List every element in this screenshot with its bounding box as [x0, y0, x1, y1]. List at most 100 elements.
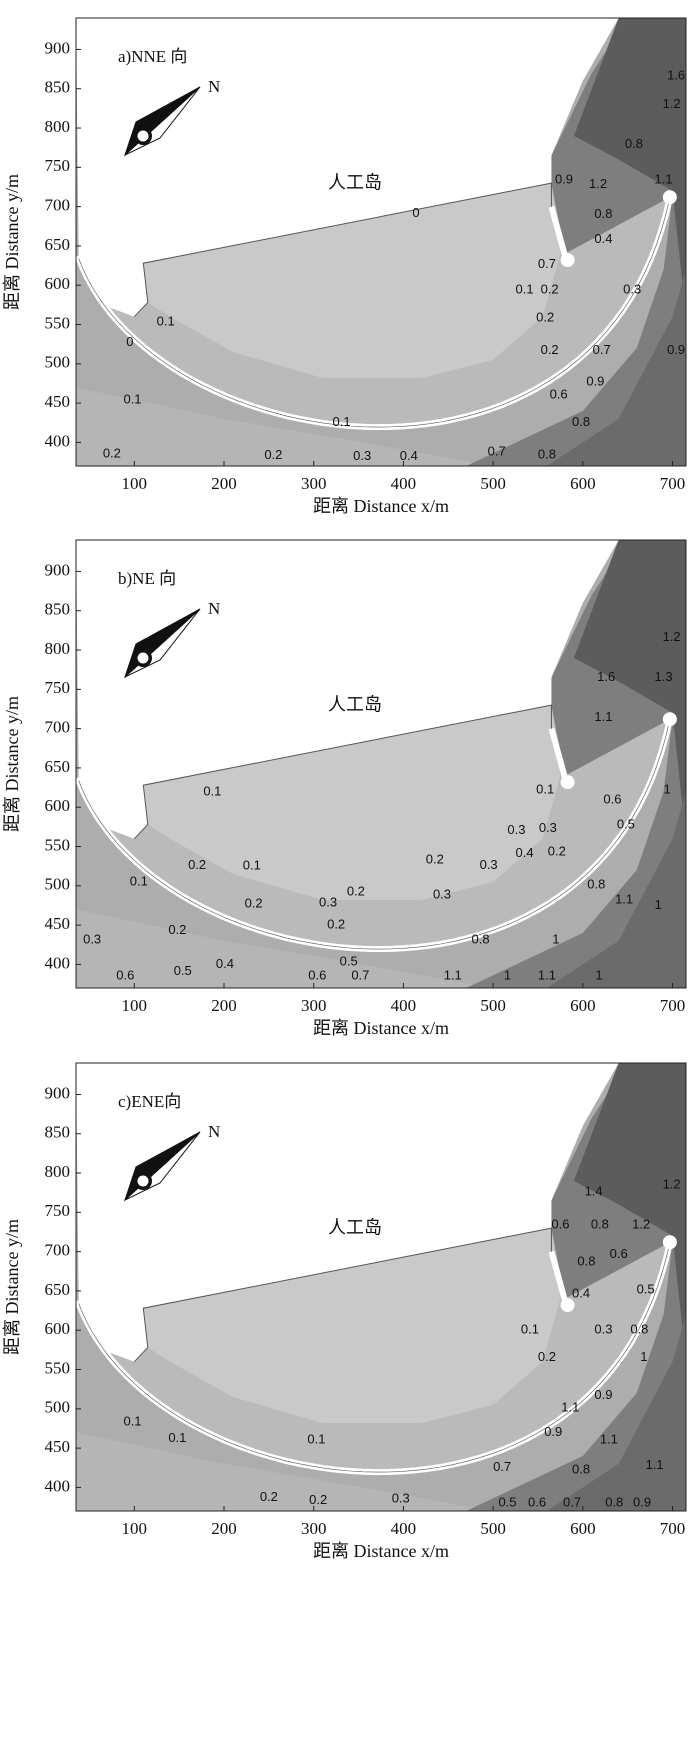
contour-label: 0.8: [587, 876, 605, 891]
contour-label: 0.7: [351, 968, 369, 983]
contour-label: 0.6: [308, 968, 326, 983]
contour-label: 0.9: [555, 171, 573, 186]
field-darker: [573, 1063, 686, 1362]
breakwater-outline: [78, 197, 671, 428]
y-axis-title: 距离 Distance y/m: [2, 696, 22, 832]
contour-label: 0.4: [400, 448, 418, 463]
contour-label: 1.1: [600, 1432, 618, 1447]
jetty-head: [560, 253, 575, 268]
y-tick-label: 700: [45, 1241, 71, 1260]
contour-label: 0.1: [521, 1322, 539, 1337]
jetty: [548, 205, 568, 257]
land: [76, 540, 619, 839]
y-tick-label: 650: [45, 235, 71, 254]
field-darkest: [547, 1314, 686, 1511]
y-tick-label: 750: [45, 678, 71, 697]
contour-label: 0.7: [563, 1495, 581, 1510]
y-tick-label: 400: [45, 1476, 71, 1495]
annotation: 人工岛: [328, 1218, 382, 1238]
y-tick-label: 700: [45, 196, 71, 215]
island-water-inner: [143, 705, 561, 900]
breakwater-outline: [78, 719, 671, 950]
contour-label: 0.1: [307, 1432, 325, 1447]
jetty: [548, 1250, 568, 1302]
y-tick-label: 800: [45, 1162, 71, 1181]
contour-label: 0.2: [168, 922, 186, 937]
contour-label: 0.2: [426, 851, 444, 866]
jetty-head: [560, 775, 575, 790]
y-tick-label: 450: [45, 914, 71, 933]
x-tick-label: 400: [391, 1519, 417, 1538]
jetty: [548, 727, 568, 779]
panel-label: a)NNE 向: [118, 47, 187, 66]
field-darker: [573, 540, 686, 839]
contour-label: 0.2: [347, 884, 365, 899]
x-tick-label: 700: [660, 1519, 686, 1538]
y-tick-label: 400: [45, 431, 71, 450]
contour-label: 1.1: [615, 891, 633, 906]
x-tick-label: 100: [122, 474, 148, 493]
contour-label: 0.3: [507, 822, 525, 837]
contour-label: 0.5: [498, 1495, 516, 1510]
contour-label: 0: [126, 334, 133, 349]
contour-label: 0.9: [544, 1424, 562, 1439]
y-tick-label: 600: [45, 1319, 71, 1338]
x-tick-label: 600: [570, 474, 596, 493]
contour-label: 0: [412, 205, 419, 220]
annotation: 人工岛: [328, 173, 382, 193]
contour-label: 0.9: [594, 1387, 612, 1402]
contour-label: 0.5: [637, 1282, 655, 1297]
y-tick-label: 850: [45, 78, 71, 97]
contour-label: 0.8: [591, 1216, 609, 1231]
contour-label: 0.6: [551, 1216, 569, 1231]
panel-label: c)ENE向: [118, 1092, 181, 1111]
contour-label: 0.3: [319, 895, 337, 910]
contour-label: 0.7: [493, 1459, 511, 1474]
plot-frame: [75, 17, 687, 467]
y-tick-label: 900: [45, 560, 71, 579]
contour-label: 0.2: [548, 843, 566, 858]
jetty-head: [560, 1298, 575, 1313]
contour-label: 1.4: [585, 1183, 603, 1198]
contour-label: 0.5: [617, 817, 635, 832]
contour-label: 0.1: [203, 784, 221, 799]
x-tick-label: 400: [391, 996, 417, 1015]
panel: 1.21.40.6 0.8 1.20.60.80.50.40.3 0.80.10.2 1…: [2, 1062, 687, 1561]
contour-label: 0.8: [572, 1462, 590, 1477]
x-tick-label: 600: [570, 1519, 596, 1538]
contour-label: 0.2: [260, 1489, 278, 1504]
contour-label: 1: [640, 1349, 647, 1364]
x-tick-label: 300: [301, 1519, 327, 1538]
contour-label: 0.5: [174, 963, 192, 978]
contour-label: 1: [595, 968, 602, 983]
contour-label: 1.1: [594, 709, 612, 724]
y-tick-label: 600: [45, 796, 71, 815]
contour-label: 0.8: [594, 206, 612, 221]
field-darkest: [547, 791, 686, 988]
field-darker: [573, 18, 686, 317]
panel: 1.2 1.6 1.3 1.1 1 0.6 0.5 0.8 1 1.1 0.2 0.3 0.4 0.3 0.…: [2, 539, 687, 1038]
x-tick-label: 500: [480, 474, 506, 493]
contour-label: 1: [664, 781, 671, 796]
contour-label: 0.2: [541, 281, 559, 296]
contour-label: 0.2: [538, 1349, 556, 1364]
x-tick-label: 300: [301, 996, 327, 1015]
contour-label: 0.1: [157, 314, 175, 329]
y-tick-label: 800: [45, 639, 71, 658]
contour-label: 0.3: [83, 931, 101, 946]
contour-label: 0.6: [610, 1246, 628, 1261]
contour-label: 0.2: [264, 447, 282, 462]
land: [76, 1063, 619, 1362]
contour-label: 0.1: [130, 873, 148, 888]
field-lower-band: [76, 909, 494, 988]
contour-label: 0.2: [103, 446, 121, 461]
y-tick-label: 500: [45, 1398, 71, 1417]
contour-label: 0.1: [243, 858, 261, 873]
breakwater-outline: [78, 1242, 671, 1473]
y-tick-label: 750: [45, 1201, 71, 1220]
contour-label: 1.1: [561, 1399, 579, 1414]
y-tick-label: 850: [45, 1123, 71, 1142]
plot-frame: [75, 1062, 687, 1512]
contour-label: 1.2: [663, 96, 681, 111]
plot-area: 1.21.40.6 0.8 1.20.60.80.50.40.3 0.80.10.2 1…: [76, 1063, 686, 1511]
